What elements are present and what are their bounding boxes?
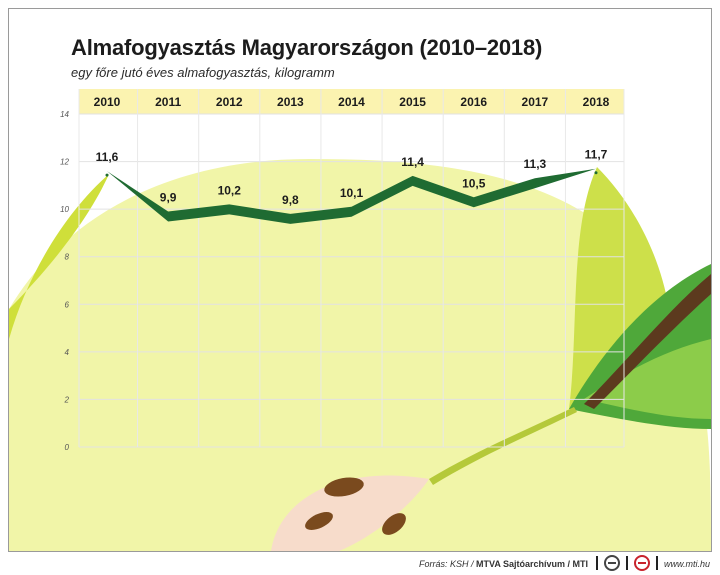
stem-shape xyxy=(584,274,711,409)
y-tick-label: 6 xyxy=(65,300,70,309)
apple-seed xyxy=(305,512,333,530)
mti-logo-icon xyxy=(604,555,620,571)
data-point xyxy=(105,173,109,177)
x-tick-label: 2011 xyxy=(155,95,181,109)
data-label: 9,8 xyxy=(282,193,299,207)
y-tick-label: 4 xyxy=(65,348,70,357)
apple-core xyxy=(271,475,429,551)
mtva-logo-icon xyxy=(634,555,650,571)
data-label: 11,7 xyxy=(585,148,608,162)
data-label: 9,9 xyxy=(160,191,177,205)
data-point xyxy=(166,214,170,218)
x-tick-label: 2018 xyxy=(583,95,610,109)
data-points xyxy=(105,171,598,220)
data-point xyxy=(533,180,537,184)
source-credit: Forrás: KSH / MTVA Sajtóarchívum / MTI xyxy=(419,559,588,569)
x-tick-label: 2017 xyxy=(522,95,549,109)
chart-frame: 0 2 4 6 8 10 12 14 2010 2011 2012 2013 2014 2015 2016… xyxy=(8,8,712,552)
data-point xyxy=(411,178,415,182)
data-point xyxy=(227,206,231,210)
y-tick-label: 2 xyxy=(64,395,70,404)
footer-url: www.mti.hu xyxy=(663,559,710,569)
data-label: 10,5 xyxy=(462,176,486,190)
source-prefix: Forrás: KSH / xyxy=(418,559,474,569)
y-tick-label: 12 xyxy=(60,158,69,167)
chart-svg: 0 2 4 6 8 10 12 14 2010 2011 2012 2013 2014 2015 2016… xyxy=(9,89,711,551)
series-line xyxy=(107,168,596,224)
x-tick-label: 2015 xyxy=(399,95,426,109)
y-tick-label: 14 xyxy=(60,110,69,119)
x-tick-label: 2013 xyxy=(277,95,304,109)
x-tick-label: 2014 xyxy=(338,95,365,109)
y-axis-ticks: 0 2 4 6 8 10 12 14 xyxy=(60,110,69,452)
x-tick-label: 2010 xyxy=(94,95,121,109)
x-axis-header-band xyxy=(79,89,624,114)
data-label: 11,6 xyxy=(96,150,119,164)
data-point xyxy=(288,216,292,220)
data-label: 10,2 xyxy=(218,183,242,197)
data-point xyxy=(594,171,598,175)
data-point xyxy=(472,199,476,203)
apple-left-rim xyxy=(9,174,109,339)
data-label: 11,3 xyxy=(524,157,547,171)
source-bold: MTVA Sajtóarchívum / MTI xyxy=(475,559,588,569)
x-tick-label: 2016 xyxy=(460,95,487,109)
x-axis-labels: 2010 2011 2012 2013 2014 2015 2016 2017 2018 xyxy=(94,95,610,109)
footer: Forrás: KSH / MTVA Sajtóarchívum / MTI w… xyxy=(0,552,720,575)
divider xyxy=(596,556,598,570)
apple-seed xyxy=(324,477,364,497)
y-tick-label: 0 xyxy=(65,443,70,452)
chart-grid xyxy=(78,89,625,448)
chart-subtitle: egy főre jutó éves almafogyasztás, kilog… xyxy=(71,65,335,80)
divider xyxy=(626,556,628,570)
y-tick-label: 8 xyxy=(65,253,70,262)
data-labels: 11,6 9,9 10,2 9,8 10,1 11,4 10,5 11,3 11,7 xyxy=(96,148,608,207)
divider xyxy=(656,556,658,570)
x-tick-label: 2012 xyxy=(216,95,243,109)
apple-seed xyxy=(382,513,406,535)
data-point xyxy=(350,209,353,213)
data-label: 10,1 xyxy=(340,186,364,200)
stalk-line xyxy=(429,407,577,485)
data-label: 11,4 xyxy=(401,155,424,169)
y-tick-label: 10 xyxy=(60,205,69,214)
apple-right-rim xyxy=(569,167,669,409)
apple-illustration xyxy=(9,159,711,551)
chart-title: Almafogyasztás Magyarországon (2010–2018… xyxy=(71,35,543,60)
